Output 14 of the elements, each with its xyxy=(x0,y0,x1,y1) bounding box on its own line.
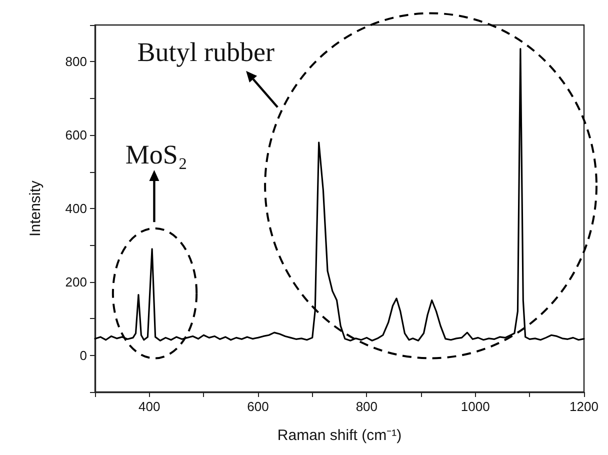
x-tick-label: 800 xyxy=(356,399,378,414)
y-tick-label: 200 xyxy=(65,274,87,290)
y-tick-label: 400 xyxy=(65,201,87,216)
y-tick-label: 0 xyxy=(80,348,87,363)
annotation: Butyl rubber xyxy=(137,36,274,67)
x-tick-label: 400 xyxy=(138,399,160,414)
x-tick-label: 1000 xyxy=(460,399,490,414)
annotation: MoS₂ xyxy=(125,140,188,170)
y-tick-label: 600 xyxy=(65,128,87,143)
y-tick-label: 800 xyxy=(65,54,87,70)
x-axis-title: Raman shift (cm⁻¹) xyxy=(277,427,402,444)
y-axis-title: Intensity xyxy=(27,180,44,236)
x-tick-label: 600 xyxy=(247,399,269,414)
x-tick-label: 1200 xyxy=(570,399,598,414)
